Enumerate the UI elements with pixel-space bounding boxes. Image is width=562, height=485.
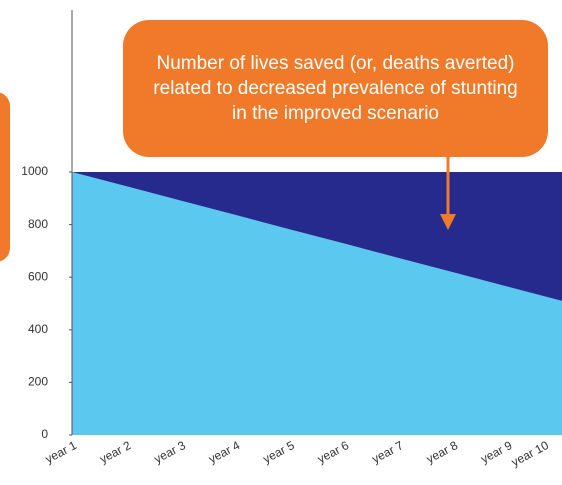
y-tick-label: 0 xyxy=(41,427,48,441)
y-tick-label: 200 xyxy=(28,375,48,389)
x-tick-label: year 4 xyxy=(206,438,242,466)
x-tick-label: year 5 xyxy=(261,438,297,466)
x-tick-label: year 9 xyxy=(478,438,514,466)
x-tick-label: year 3 xyxy=(152,438,188,466)
x-tick-label: year 7 xyxy=(370,438,406,466)
y-tick-label: 800 xyxy=(28,217,48,231)
x-tick-label: year 10 xyxy=(509,438,551,469)
x-tick-label: year 2 xyxy=(97,438,133,466)
y-tick-label: 400 xyxy=(28,322,48,336)
areas xyxy=(72,172,562,435)
annotation: Number of lives saved (or, deaths averte… xyxy=(123,20,548,157)
y-tick-label: 600 xyxy=(28,269,48,283)
x-tick-label: year 1 xyxy=(43,438,79,466)
y-tick-label: 1000 xyxy=(21,164,48,178)
area-series xyxy=(72,172,562,301)
x-tick-label: year 6 xyxy=(315,438,351,466)
area-series xyxy=(72,172,562,435)
x-tick-label: year 8 xyxy=(424,438,460,466)
arrow-head xyxy=(440,214,456,230)
side-callout xyxy=(0,92,10,262)
